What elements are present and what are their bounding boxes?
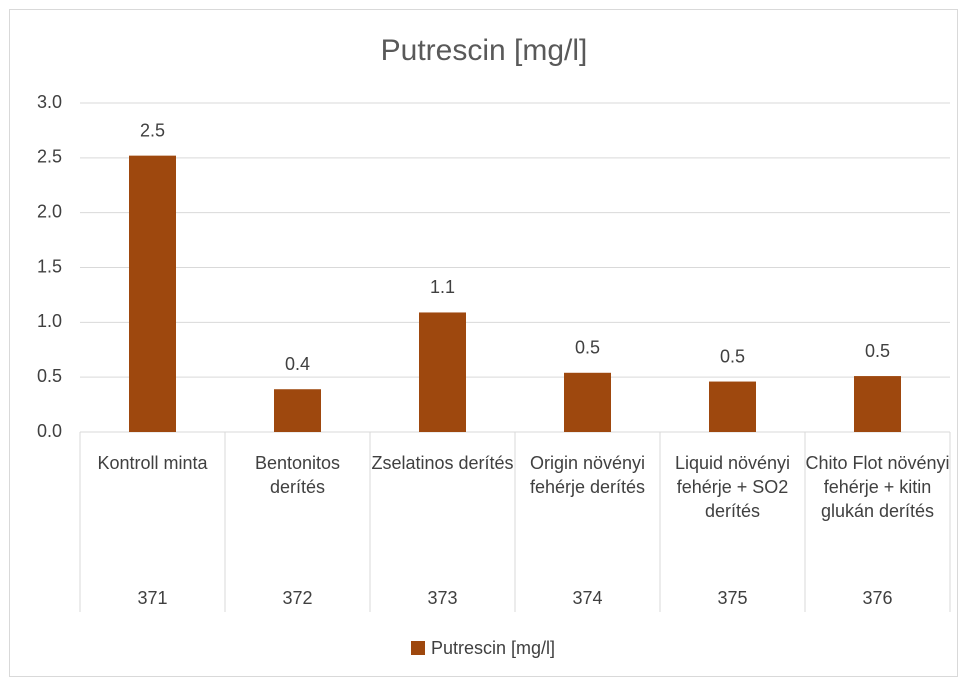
- y-tick-label: 1.0: [37, 311, 62, 331]
- y-tick-label: 1.5: [37, 256, 62, 276]
- bar: [129, 155, 176, 432]
- x-category-code: 376: [862, 588, 892, 608]
- chart-title: Putrescin [mg/l]: [381, 34, 588, 67]
- data-label: 0.5: [720, 346, 745, 366]
- legend-swatch: [411, 641, 425, 655]
- x-tick-label: Origin növényi fehérje derítés: [529, 453, 646, 497]
- bar: [709, 381, 756, 432]
- x-category-code: 372: [282, 588, 312, 608]
- y-tick-label: 2.0: [37, 201, 62, 221]
- bar: [274, 389, 321, 432]
- legend-label: Putrescin [mg/l]: [431, 638, 555, 658]
- data-label: 0.5: [575, 338, 600, 358]
- bar: [419, 312, 466, 432]
- y-tick-label: 3.0: [37, 92, 62, 112]
- x-category-code: 371: [137, 588, 167, 608]
- y-tick-label: 0.5: [37, 366, 62, 386]
- x-category-code: 374: [572, 588, 602, 608]
- bar: [564, 372, 611, 432]
- data-label: 0.4: [285, 354, 310, 374]
- data-label: 2.5: [140, 120, 165, 140]
- x-category-code: 375: [717, 588, 747, 608]
- y-tick-label: 0.0: [37, 421, 62, 441]
- y-tick-label: 2.5: [37, 147, 62, 167]
- bar: [854, 376, 901, 432]
- x-tick-label: Bentonitos derítés: [254, 453, 341, 497]
- x-tick-label: Zselatinos derítés: [371, 453, 514, 473]
- x-category-code: 373: [427, 588, 457, 608]
- x-tick-label: Liquid növényi fehérje + SO2 derítés: [674, 453, 791, 521]
- data-label: 1.1: [430, 277, 455, 297]
- data-label: 0.5: [865, 341, 890, 361]
- x-tick-label: Kontroll minta: [97, 453, 208, 473]
- x-tick-label: Chito Flot növényi fehérje + kitin gluká…: [805, 453, 950, 521]
